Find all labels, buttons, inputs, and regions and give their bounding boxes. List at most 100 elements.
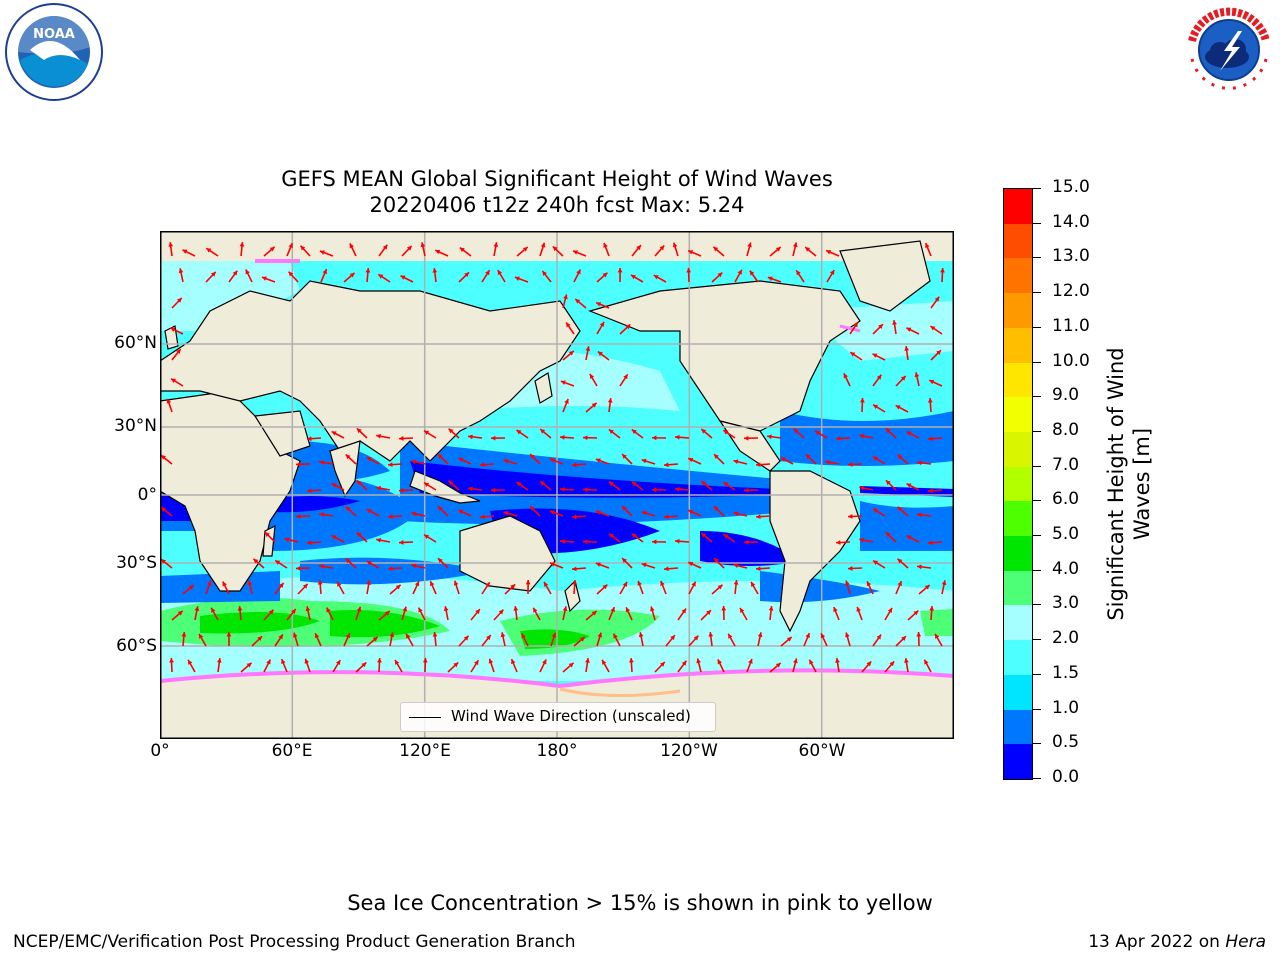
wind-wave-arrow (835, 658, 840, 673)
wind-wave-arrow (617, 267, 623, 283)
wind-wave-arrow (305, 606, 311, 621)
wind-wave-arrow (205, 271, 217, 283)
wind-wave-arrow (917, 460, 932, 466)
wind-wave-arrow (336, 581, 345, 595)
wind-wave-arrow (541, 270, 552, 283)
svg-text:NOAA: NOAA (33, 27, 75, 42)
wind-wave-arrow (304, 658, 311, 673)
wind-wave-arrow (398, 436, 414, 441)
wind-wave-arrow (585, 658, 590, 673)
x-tick-60e: 60°E (271, 741, 313, 761)
wind-wave-arrow (411, 563, 426, 569)
wind-wave-arrow (205, 247, 219, 257)
wind-wave-arrow (934, 633, 943, 647)
y-tick-60n: 60°N (114, 333, 157, 353)
wind-wave-arrow (621, 557, 633, 569)
wind-wave-arrow (401, 245, 413, 257)
colorbar-tick-mark (1033, 292, 1041, 294)
wind-wave-arrow (631, 532, 644, 543)
wind-wave-arrow (674, 538, 690, 544)
wind-wave-arrow (927, 436, 943, 442)
colorbar-segment (1004, 640, 1032, 675)
chart-title: GEFS MEAN Global Significant Height of W… (160, 166, 954, 218)
wind-wave-arrow (733, 459, 748, 465)
wind-wave-arrow (237, 605, 243, 621)
footer-machine: Hera (1225, 932, 1266, 952)
wind-wave-arrow (572, 250, 587, 257)
wind-wave-arrow (717, 659, 725, 673)
wind-wave-arrow (366, 508, 380, 517)
wind-wave-arrow (239, 241, 245, 257)
wind-wave-arrow (711, 271, 723, 283)
wind-wave-arrow (619, 581, 628, 595)
colorbar-tick-label: 4.0 (1052, 558, 1080, 579)
wind-wave-arrow (595, 510, 610, 517)
wind-wave-arrow (356, 531, 368, 543)
wind-wave-arrow (757, 632, 763, 647)
colorbar-tick-label: 0.0 (1052, 767, 1080, 787)
wind-wave-arrow (687, 249, 702, 257)
wind-wave-arrow (490, 487, 506, 493)
colorbar-tick-mark (1033, 361, 1041, 363)
wind-wave-arrow (166, 398, 173, 413)
wind-wave-arrow (182, 249, 196, 257)
wind-wave-arrow (571, 566, 587, 572)
wind-wave-arrow (803, 632, 811, 647)
y-tick-30n: 30°N (114, 416, 157, 436)
wind-wave-arrow (631, 480, 644, 491)
sea-ice-note: Sea Ice Concentration > 15% is shown in … (347, 891, 933, 915)
colorbar-segment (1004, 709, 1032, 745)
wind-wave-arrow (663, 514, 679, 520)
wind-wave-arrow (589, 373, 598, 387)
wind-wave-arrow (856, 606, 863, 621)
wind-wave-arrow (688, 635, 700, 647)
wind-wave-arrow (377, 657, 382, 673)
wind-wave-arrow (292, 632, 299, 647)
colorbar-tick-label: 5.0 (1052, 524, 1080, 545)
colorbar-tick-label: 10.0 (1052, 350, 1090, 371)
wind-wave-arrow (448, 480, 460, 491)
wind-wave-arrow (849, 351, 863, 361)
wind-wave-arrow (366, 636, 379, 647)
colorbar-tick-label: 1.5 (1052, 662, 1080, 683)
wind-wave-arrow (895, 404, 909, 413)
wind-wave-arrow (178, 268, 184, 283)
wind-wave-arrow (559, 486, 575, 492)
x-tick-120e: 120°E (399, 741, 451, 761)
colorbar-segment (1004, 536, 1032, 571)
wind-wave-arrow (923, 659, 932, 673)
wind-wave-arrow (493, 609, 505, 621)
wind-wave-arrow (320, 268, 328, 283)
wind-wave-arrow (325, 607, 334, 621)
wind-wave-arrow (171, 348, 182, 361)
wind-wave-arrow (423, 534, 437, 543)
wind-wave-arrow (264, 531, 276, 543)
wind-wave-arrow (638, 632, 644, 647)
wind-wave-arrow (400, 275, 414, 283)
wind-wave-arrow (574, 298, 587, 309)
wind-wave-arrow (331, 430, 345, 439)
wind-wave-arrow (306, 488, 322, 494)
wind-wave-arrow (513, 606, 519, 621)
wind-wave-arrow (345, 557, 357, 569)
wind-wave-arrow (516, 246, 529, 257)
wind-wave-arrow (641, 510, 656, 517)
wind-wave-arrow (447, 661, 459, 673)
wind-wave-arrow (833, 606, 840, 621)
wind-wave-arrow (288, 271, 299, 283)
wind-wave-arrow (274, 582, 285, 595)
wind-wave-arrow (727, 633, 736, 647)
wind-wave-arrow (295, 513, 311, 519)
wind-wave-arrow (906, 534, 920, 543)
footer-credit: NCEP/EMC/Verification Post Processing Pr… (13, 932, 576, 952)
wind-wave-arrow (516, 429, 529, 439)
wind-wave-arrow (319, 564, 334, 569)
wind-wave-arrow (306, 540, 322, 546)
colorbar-tick-mark (1033, 500, 1041, 502)
wind-wave-arrow (468, 486, 483, 492)
wind-wave-arrow (866, 580, 874, 595)
wind-wave-arrow (743, 539, 759, 545)
colorbar-tick-mark (1033, 535, 1041, 537)
colorbar-tick-label: 7.0 (1052, 454, 1080, 475)
colorbar-tick-label: 14.0 (1052, 211, 1090, 232)
